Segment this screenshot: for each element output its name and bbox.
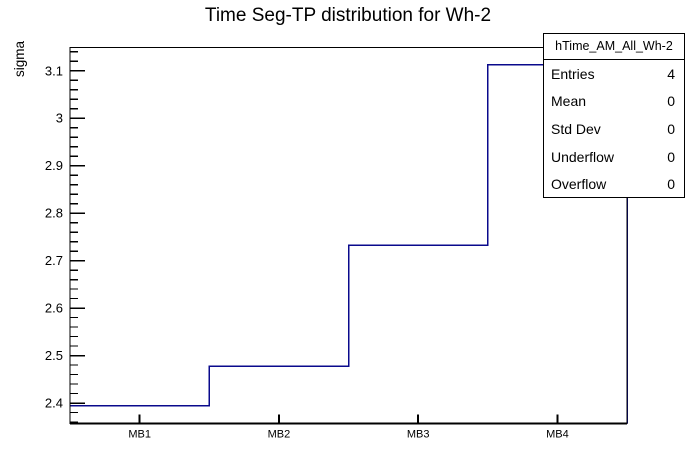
x-tick-label: MB2: [268, 429, 291, 441]
y-tick-label: 3: [56, 111, 63, 126]
stat-label: Entries: [551, 65, 595, 82]
stat-value: 0: [667, 148, 675, 165]
y-tick-label: 2.5: [45, 348, 63, 363]
stat-value: 0: [667, 120, 675, 137]
stat-value: 0: [667, 93, 675, 110]
stat-value: 4: [667, 65, 675, 82]
chart-title: Time Seg-TP distribution for Wh-2: [204, 5, 492, 26]
y-tick-label: 2.9: [45, 158, 63, 173]
y-tick-label: 2.4: [45, 396, 63, 411]
x-tick-label: MB1: [128, 429, 151, 441]
x-tick-label: MB3: [407, 429, 430, 441]
y-axis-title: sigma: [12, 41, 27, 78]
x-tick-label: MB4: [546, 429, 569, 441]
y-tick-label: 2.7: [45, 253, 63, 268]
stats-row-stddev: Std Dev 0: [544, 115, 684, 143]
y-tick-label: 2.8: [45, 206, 63, 221]
stats-row-mean: Mean 0: [544, 88, 684, 116]
stats-row-entries: Entries 4: [544, 60, 684, 88]
stat-label: Mean: [551, 93, 587, 110]
stats-row-overflow: Overflow 0: [544, 170, 684, 198]
stats-box: hTime_AM_All_Wh-2 Entries 4 Mean 0 Std D…: [543, 33, 685, 198]
stat-label: Overflow: [551, 176, 607, 193]
stat-label: Underflow: [551, 148, 615, 165]
y-tick-label: 3.1: [45, 63, 63, 78]
stats-row-underflow: Underflow 0: [544, 143, 684, 171]
stat-label: Std Dev: [551, 120, 601, 137]
y-tick-label: 2.6: [45, 301, 63, 316]
stat-value: 0: [667, 176, 675, 193]
plot-dynamic-layer: 2.4 2.5 2.6 2.7 2.8 2.9 3 3.1 MB1 MB2 MB3 MB4: [45, 46, 628, 441]
stats-box-title: hTime_AM_All_Wh-2: [544, 34, 684, 60]
